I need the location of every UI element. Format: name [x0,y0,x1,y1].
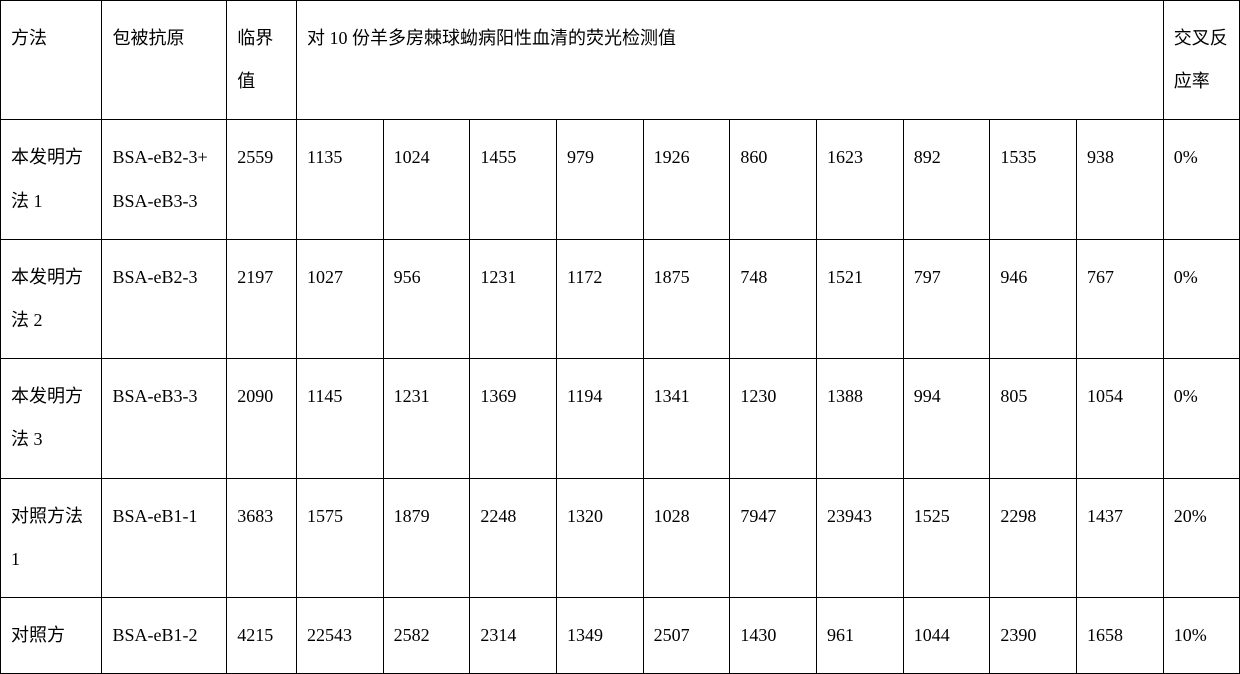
header-threshold: 临界值 [227,1,297,120]
cell-value: 1024 [383,120,470,239]
cell-rate: 0% [1163,359,1239,478]
cell-value: 1575 [296,478,383,597]
table-row: 本发明方法 3 BSA-eB3-3 2090 1145 1231 1369 11… [1,359,1240,478]
cell-rate: 20% [1163,478,1239,597]
cell-value: 1145 [296,359,383,478]
table-header-row: 方法 包被抗原 临界值 对 10 份羊多房棘球蚴病阳性血清的荧光检测值 交叉反应… [1,1,1240,120]
cell-method: 对照方 [1,597,102,673]
cell-value: 1349 [557,597,644,673]
cell-value: 22543 [296,597,383,673]
cell-value: 1430 [730,597,817,673]
cell-value: 1320 [557,478,644,597]
cell-value: 961 [817,597,904,673]
cell-antigen: BSA-eB1-1 [102,478,227,597]
cell-method: 本发明方法 2 [1,239,102,358]
table-row: 本发明方法 2 BSA-eB2-3 2197 1027 956 1231 117… [1,239,1240,358]
cell-value: 2314 [470,597,557,673]
cell-antigen: BSA-eB3-3 [102,359,227,478]
cell-threshold: 3683 [227,478,297,597]
cell-value: 1879 [383,478,470,597]
cell-value: 7947 [730,478,817,597]
cell-value: 1054 [1077,359,1164,478]
cell-value: 1027 [296,239,383,358]
header-method: 方法 [1,1,102,120]
cell-value: 23943 [817,478,904,597]
cell-antigen: BSA-eB2-3+BSA-eB3-3 [102,120,227,239]
cell-value: 979 [557,120,644,239]
cell-threshold: 4215 [227,597,297,673]
cell-method: 本发明方法 3 [1,359,102,478]
cell-value: 1231 [383,359,470,478]
cell-value: 1194 [557,359,644,478]
cell-value: 1388 [817,359,904,478]
cell-value: 748 [730,239,817,358]
header-fluorescence: 对 10 份羊多房棘球蚴病阳性血清的荧光检测值 [296,1,1163,120]
table-row: 对照方 BSA-eB1-2 4215 22543 2582 2314 1349 … [1,597,1240,673]
cell-value: 946 [990,239,1077,358]
cell-value: 2390 [990,597,1077,673]
cell-value: 2507 [643,597,730,673]
table-row: 本发明方法 1 BSA-eB2-3+BSA-eB3-3 2559 1135 10… [1,120,1240,239]
cell-value: 797 [903,239,990,358]
cell-value: 1369 [470,359,557,478]
cell-value: 1926 [643,120,730,239]
cell-antigen: BSA-eB2-3 [102,239,227,358]
cell-value: 767 [1077,239,1164,358]
data-table: 方法 包被抗原 临界值 对 10 份羊多房棘球蚴病阳性血清的荧光检测值 交叉反应… [0,0,1240,674]
table-row: 对照方法 1 BSA-eB1-1 3683 1575 1879 2248 132… [1,478,1240,597]
cell-method: 对照方法 1 [1,478,102,597]
cell-value: 1135 [296,120,383,239]
cell-method: 本发明方法 1 [1,120,102,239]
cell-value: 1028 [643,478,730,597]
cell-value: 1230 [730,359,817,478]
cell-value: 1044 [903,597,990,673]
cell-threshold: 2559 [227,120,297,239]
cell-threshold: 2197 [227,239,297,358]
cell-value: 1437 [1077,478,1164,597]
cell-value: 2248 [470,478,557,597]
cell-rate: 0% [1163,239,1239,358]
cell-value: 994 [903,359,990,478]
cell-rate: 0% [1163,120,1239,239]
cell-value: 1525 [903,478,990,597]
cell-value: 1231 [470,239,557,358]
cell-value: 1535 [990,120,1077,239]
header-antigen: 包被抗原 [102,1,227,120]
cell-value: 2298 [990,478,1077,597]
cell-value: 1875 [643,239,730,358]
cell-threshold: 2090 [227,359,297,478]
cell-value: 2582 [383,597,470,673]
cell-value: 956 [383,239,470,358]
cell-value: 805 [990,359,1077,478]
cell-value: 1341 [643,359,730,478]
cell-value: 938 [1077,120,1164,239]
cell-value: 1658 [1077,597,1164,673]
cell-value: 1172 [557,239,644,358]
cell-value: 860 [730,120,817,239]
cell-value: 1455 [470,120,557,239]
cell-antigen: BSA-eB1-2 [102,597,227,673]
cell-value: 1623 [817,120,904,239]
cell-value: 892 [903,120,990,239]
cell-value: 1521 [817,239,904,358]
cell-rate: 10% [1163,597,1239,673]
header-rate: 交叉反应率 [1163,1,1239,120]
